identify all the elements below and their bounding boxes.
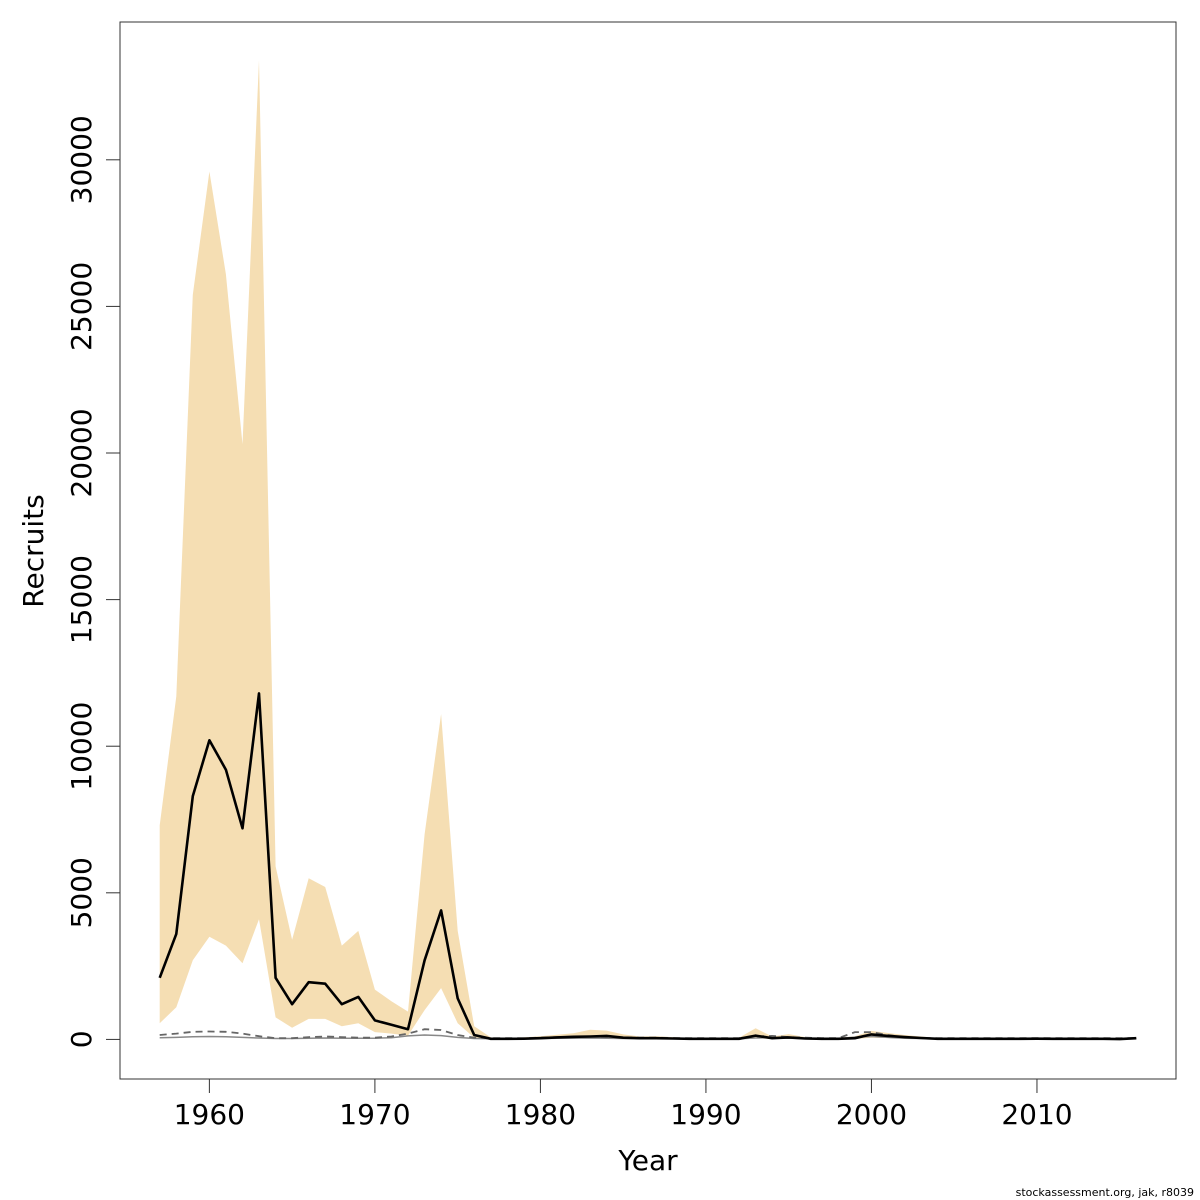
x-tick-label: 2010	[1001, 1098, 1072, 1131]
x-tick-label: 1980	[505, 1098, 576, 1131]
plot-layer	[158, 60, 1137, 1041]
recruits-estimate-line	[158, 692, 1137, 1041]
y-tick-label: 20000	[65, 408, 98, 497]
x-axis: 1960 1970 1980 1990 2000 2010	[174, 1078, 1073, 1131]
y-tick-label: 5000	[65, 857, 98, 928]
y-axis: 0 5000 10000 15000 20000 25000 30000	[65, 115, 121, 1048]
x-axis-title: Year	[617, 1144, 678, 1177]
x-tick-label: 2000	[836, 1098, 907, 1131]
y-tick-label: 10000	[65, 702, 98, 791]
y-tick-label: 25000	[65, 262, 98, 351]
y-tick-label: 30000	[65, 115, 98, 204]
confidence-band	[159, 60, 1137, 1040]
y-tick-label: 0	[65, 1030, 98, 1048]
y-axis-title: Recruits	[17, 494, 50, 607]
y-tick-label: 15000	[65, 555, 98, 644]
x-tick-label: 1960	[174, 1098, 245, 1131]
x-tick-label: 1990	[670, 1098, 741, 1131]
footer-credit: stockassessment.org, jak, r8039	[1016, 1186, 1194, 1199]
x-tick-label: 1970	[339, 1098, 410, 1131]
